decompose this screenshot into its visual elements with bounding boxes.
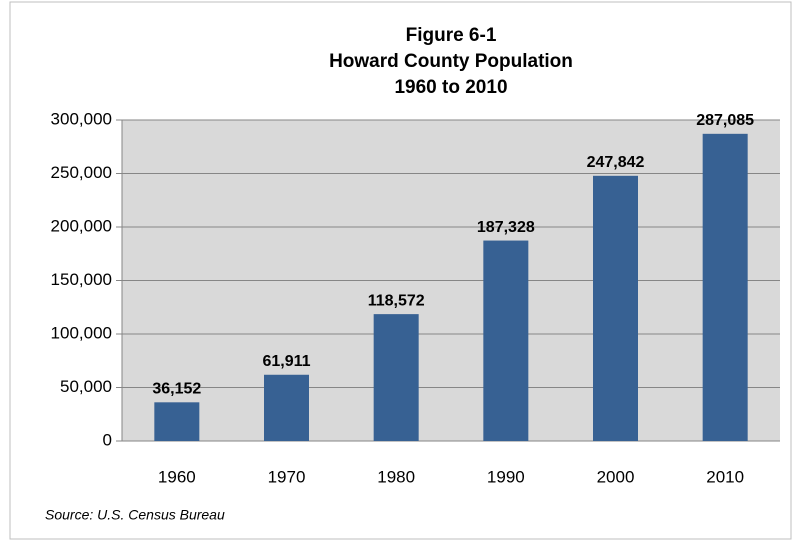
x-tick-label: 1980 (377, 467, 415, 486)
x-tick-label: 1990 (487, 467, 525, 486)
data-label: 247,842 (587, 154, 645, 171)
x-tick-label: 2010 (706, 467, 744, 486)
chart-title: 1960 to 2010 (394, 77, 507, 98)
bar (373, 314, 419, 441)
data-label: 36,152 (152, 381, 201, 398)
y-tick-label: 300,000 (51, 109, 112, 128)
chart-title: Howard County Population (329, 51, 573, 72)
data-label: 287,085 (696, 112, 754, 129)
y-tick-label: 250,000 (51, 163, 112, 182)
y-tick-label: 100,000 (51, 323, 112, 342)
x-tick-label: 1970 (268, 467, 306, 486)
x-tick-label: 2000 (597, 467, 635, 486)
data-label: 187,328 (477, 219, 535, 236)
bar (593, 175, 638, 441)
source-note: Source: U.S. Census Bureau (45, 507, 225, 523)
bar (264, 374, 309, 441)
data-label: 61,911 (262, 353, 310, 370)
data-label: 118,572 (368, 292, 425, 309)
x-tick-label: 1960 (158, 467, 196, 486)
bar (702, 133, 748, 442)
y-tick-label: 50,000 (60, 377, 112, 396)
bar (154, 402, 200, 441)
y-tick-label: 0 (103, 430, 112, 449)
y-tick-label: 150,000 (51, 270, 112, 289)
bar (483, 240, 529, 441)
chart-title: Figure 6-1 (406, 25, 497, 46)
y-tick-label: 200,000 (51, 216, 112, 235)
